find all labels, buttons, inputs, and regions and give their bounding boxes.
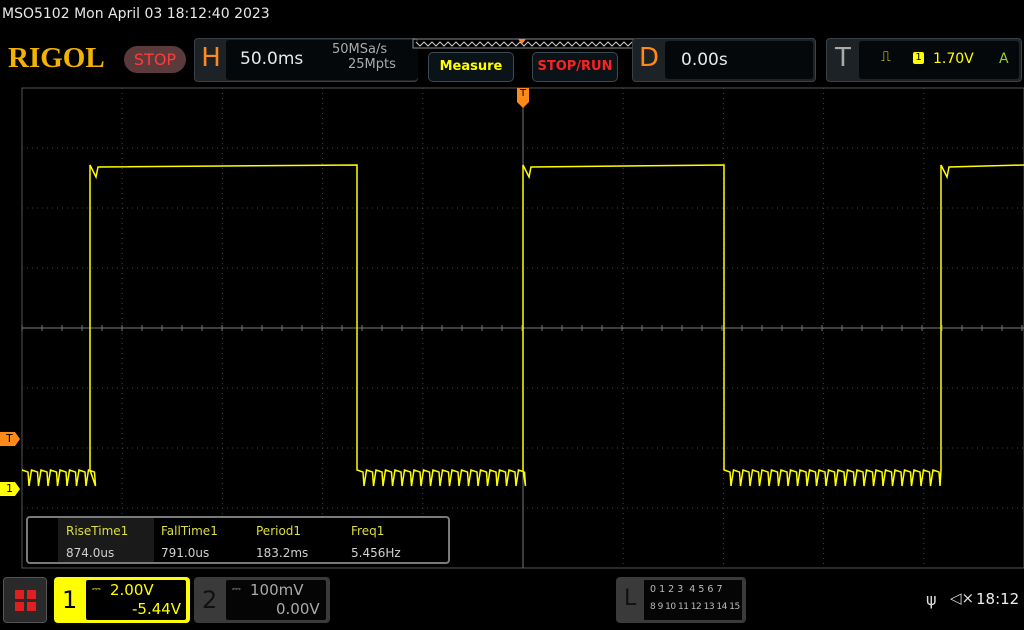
rising-edge-icon: ⎍ — [881, 49, 891, 65]
channel1-waveform — [21, 164, 1024, 487]
stop-run-button[interactable]: STOP/RUN — [532, 52, 618, 82]
waveform-display[interactable] — [0, 86, 1024, 570]
memory-depth: 25Mpts — [348, 57, 396, 72]
sample-rate: 50MSa/s — [332, 42, 388, 57]
measure-button[interactable]: Measure — [428, 52, 514, 82]
channel1-offset-marker[interactable]: 1 — [0, 482, 20, 496]
channel2-offset: 0.00V — [276, 600, 320, 618]
delay-value: 0.00s — [681, 50, 728, 70]
horizontal-letter: H — [201, 43, 221, 73]
trigger-mode: A — [999, 51, 1009, 67]
measurement-label: RiseTime1 — [66, 524, 129, 538]
dc-coupling-icon: ⎓ — [232, 582, 241, 595]
measurement-panel: RiseTime1 874.0us FallTime1 791.0us Peri… — [26, 516, 450, 564]
window-title: MSO5102 Mon April 03 18:12:40 2023 — [2, 6, 270, 22]
channel1-number: 1 — [62, 586, 78, 614]
logic-panel[interactable]: L 0 1 2 3 4 5 6 7 8 9 10 11 12 13 14 15 — [616, 577, 746, 623]
trigger-position-marker — [518, 39, 526, 44]
trigger-source: 1 — [913, 52, 924, 64]
dc-coupling-icon: ⎓ — [92, 582, 101, 595]
mute-icon[interactable]: ◁× — [950, 589, 975, 607]
channel1-panel[interactable]: 1 ⎓ 2.00V -5.44V — [54, 577, 190, 623]
trigger-level: 1.70V — [933, 51, 974, 67]
rigol-logo: RIGOL — [8, 42, 105, 74]
menu-button[interactable] — [3, 577, 47, 623]
usb-icon: ψ — [926, 590, 937, 609]
channel2-scale: 100mV — [250, 581, 304, 599]
grid-menu-icon — [15, 590, 36, 611]
measurement-label: FallTime1 — [161, 524, 218, 538]
timebase-value: 50.0ms — [240, 49, 304, 69]
logic-channels-row2: 8 9 10 11 12 13 14 15 — [650, 602, 740, 612]
measurement-label: Period1 — [256, 524, 302, 538]
channel2-panel[interactable]: 2 ⎓ 100mV 0.00V — [194, 577, 330, 623]
logic-channels-row1: 0 1 2 3 4 5 6 7 — [650, 584, 723, 595]
trigger-panel[interactable]: T ⎍ 1 1.70V A — [826, 38, 1022, 82]
delay-letter: D — [638, 43, 660, 73]
trigger-letter: T — [835, 43, 851, 73]
trigger-time-marker[interactable]: T — [517, 88, 529, 108]
measurement-value: 874.0us — [66, 546, 115, 560]
measurement-value: 791.0us — [161, 546, 210, 560]
channel1-scale: 2.00V — [110, 581, 154, 599]
logic-letter: L — [624, 586, 637, 611]
delay-panel[interactable]: D 0.00s — [632, 38, 816, 82]
timebase-display[interactable]: 50.0ms 50MSa/s 25Mpts — [226, 40, 418, 80]
run-state-badge[interactable]: STOP — [124, 46, 186, 73]
trigger-level-marker[interactable]: T — [0, 432, 20, 446]
measurement-value: 183.2ms — [256, 546, 309, 560]
channel2-number: 2 — [202, 586, 218, 614]
memory-overview-bar — [412, 38, 636, 49]
channel1-offset: -5.44V — [132, 600, 182, 618]
measurement-label: Freq1 — [351, 524, 385, 538]
clock: 18:12 — [976, 590, 1020, 608]
measurement-value: 5.456Hz — [351, 546, 401, 560]
